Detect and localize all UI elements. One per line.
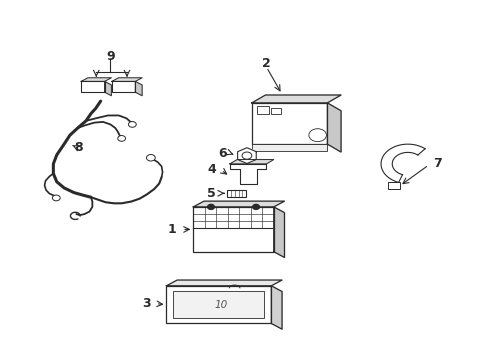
Text: 3: 3 <box>142 297 150 310</box>
Text: 7: 7 <box>432 157 441 170</box>
Text: 10: 10 <box>214 300 227 310</box>
Bar <box>193 207 273 252</box>
Circle shape <box>128 122 136 127</box>
Bar <box>166 286 271 323</box>
Text: 6: 6 <box>218 147 226 159</box>
Polygon shape <box>251 95 340 103</box>
Circle shape <box>146 154 155 161</box>
Circle shape <box>207 204 214 210</box>
Bar <box>251 144 327 150</box>
Text: 4: 4 <box>206 163 215 176</box>
Circle shape <box>242 152 251 159</box>
Polygon shape <box>273 207 284 257</box>
Bar <box>227 190 245 197</box>
Polygon shape <box>135 81 142 96</box>
Bar <box>173 291 264 319</box>
Polygon shape <box>229 159 273 164</box>
Circle shape <box>118 135 125 141</box>
Text: 9: 9 <box>106 50 115 63</box>
Text: 1: 1 <box>167 223 176 236</box>
Polygon shape <box>81 78 111 81</box>
Polygon shape <box>112 78 142 81</box>
Bar <box>256 107 268 114</box>
Circle shape <box>252 204 259 210</box>
FancyBboxPatch shape <box>112 81 135 92</box>
Bar <box>271 108 281 114</box>
Polygon shape <box>237 148 256 163</box>
Bar <box>251 103 327 144</box>
Polygon shape <box>229 164 266 184</box>
Text: 2: 2 <box>262 57 270 70</box>
Circle shape <box>308 129 326 141</box>
Polygon shape <box>104 81 111 96</box>
FancyBboxPatch shape <box>81 81 104 92</box>
Polygon shape <box>327 103 340 152</box>
Polygon shape <box>166 280 282 286</box>
Bar <box>387 183 399 189</box>
Polygon shape <box>193 201 284 207</box>
Polygon shape <box>380 144 424 183</box>
Text: 8: 8 <box>74 141 83 154</box>
Circle shape <box>52 195 60 201</box>
Text: 5: 5 <box>206 187 215 200</box>
Polygon shape <box>271 286 282 329</box>
